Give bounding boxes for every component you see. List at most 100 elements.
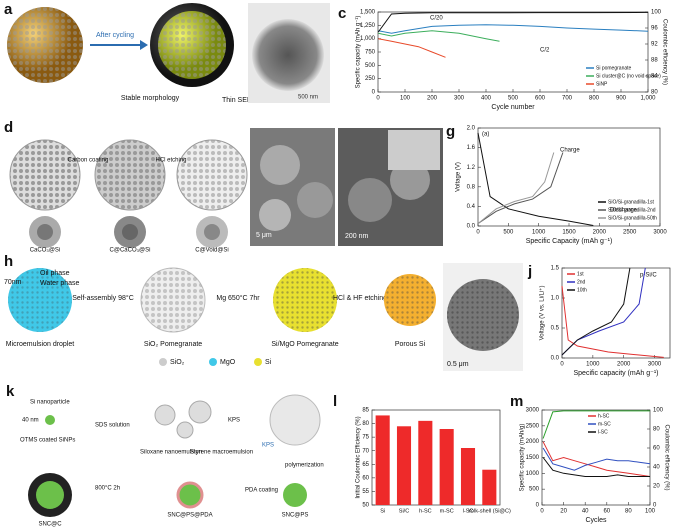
y-tick-label: 2.0 [467,126,476,132]
particle-texture [7,7,83,83]
y2-tick-label: 80 [653,427,660,433]
x-tick-label: 2000 [617,362,631,368]
snc [176,481,204,509]
y-tick-label: 85 [362,408,369,414]
annotation: 40 nm [22,418,39,424]
core-texture [158,11,226,79]
y-tick-label: 1.5 [551,266,560,272]
series-line [477,132,594,226]
y-tick-label: 50 [362,503,369,509]
x-tick-label: 60 [603,509,610,515]
sphere-texture [95,140,165,210]
x-tick-label: m-SC [440,508,454,514]
caption: Si/MgO Pomegranate [271,341,338,348]
x-tick-label: 3000 [653,230,667,236]
panel-label: d [4,119,13,136]
x-tick-label: 2500 [623,230,637,236]
x-tick-label: 1,000 [640,96,656,102]
scale-bar: 500 nm [298,95,318,101]
caption: SiO₂ Pomegranate [144,341,202,348]
y-tick-label: 1.2 [467,165,476,171]
y-tick-label: 1,250 [360,23,376,29]
snc [283,483,307,507]
y2-axis-title: Coulombic efficiency (%) [663,425,669,491]
panel-label: h [4,253,13,270]
series-line [542,441,651,477]
x-tick-label: 20 [560,509,567,515]
y2-tick-label: 88 [651,58,658,64]
plot-frame [371,409,501,506]
legend-label: Si cluster@C (no void space) [596,73,661,79]
y-tick-label: 60 [362,475,369,481]
step-label: SDS solution [95,423,130,429]
arrowhead [140,40,148,50]
y2-tick-label: 80 [651,90,658,96]
scale-bar: 5 μm [256,232,272,239]
annotation: Stable morphology [121,95,180,102]
unit-core [204,224,220,240]
caption: Microemulsion droplet [6,341,75,348]
annotation: (a) [482,132,489,138]
y-tick-label: 750 [365,50,376,56]
caption: C@CaCO₃@Si [110,248,151,254]
sem-particle [348,178,392,222]
bar [418,420,433,505]
x-tick-label: 100 [400,96,411,102]
x-tick-label: 0 [540,509,544,515]
legend-label: SiO₂ [170,359,185,366]
y-tick-label: 500 [365,63,376,69]
annotation: Discharge [610,208,638,214]
legend-label: h-SC [598,413,610,419]
x-axis-title: Cycles [585,517,607,524]
sem-particle [259,199,291,231]
x-tick-label: 400 [481,96,492,102]
step-label: Carbon coating [68,158,109,164]
annotation: Siloxane nanoemulsion [140,450,202,456]
y-tick-label: 1000 [526,471,540,477]
panel-label: j [527,263,532,280]
x-tick-label: 500 [508,96,519,102]
series-line [542,457,650,477]
snc-core [36,481,64,509]
plot-frame [377,11,649,93]
particle [45,415,55,425]
x-tick-label: 200 [427,96,438,102]
annotation: After cycling [96,32,134,39]
legend-label: SiNP [596,81,608,87]
caption: CaCO₃@Si [30,248,61,254]
caption: SNC@PS [282,513,309,519]
series-line [561,285,664,358]
x-tick-label: 0 [560,362,564,368]
legend-label: Si pomegranate [596,65,632,71]
x-axis-title: Specific Capacity (mAh g⁻¹) [526,238,613,245]
pomegranate-texture [141,268,205,332]
y-tick-label: 1,500 [360,10,376,16]
x-tick-label: 500 [503,230,514,236]
series-line [378,38,446,58]
y-tick-label: 2500 [526,423,540,429]
panel-label: a [4,1,13,18]
x-tick-label: 0 [476,230,480,236]
x-tick-label: 300 [454,96,465,102]
y2-axis-title: Coulombic efficiency (%) [661,19,667,85]
y2-tick-label: 100 [651,10,662,16]
tem-texture [447,279,519,351]
y-tick-label: 3000 [526,408,540,414]
x-tick-label: 1000 [586,362,600,368]
series-line [561,267,631,356]
y-tick-label: 500 [529,487,540,493]
y-tick-label: 55 [362,489,369,495]
caption: SNC@PS@PDA [167,513,212,519]
droplet-texture [8,268,72,332]
unit-core [37,224,53,240]
annotation: C/2 [540,48,550,54]
series-line [477,152,555,224]
annotation: p-Si/C [640,273,657,279]
step-label: HCl & HF etching [333,295,387,302]
legend-label: MgO [220,359,236,366]
y2-tick-label: 0 [653,503,657,509]
caption: Porous Si [395,341,426,348]
x-tick-label: 700 [562,96,573,102]
annotation: Thin SEI [222,97,249,104]
y-tick-label: 1,000 [360,36,376,42]
